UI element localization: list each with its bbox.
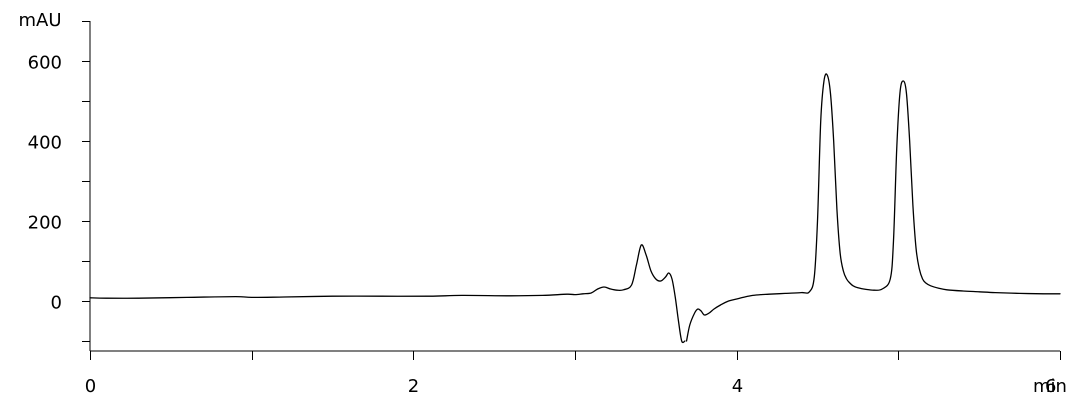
x-ticks: 0 2 4 6: [85, 351, 1061, 396]
y-ticks: 0 200 400 600: [28, 21, 90, 342]
y-tick-label: 400: [28, 133, 62, 154]
x-tick-label: 4: [732, 376, 743, 396]
y-tick-label: 200: [28, 213, 62, 234]
chromatogram-trace-segment-2: [685, 73, 1061, 342]
traces: [89, 73, 1061, 344]
x-tick-label: 0: [85, 376, 96, 396]
y-tick-label: 0: [51, 293, 62, 314]
x-axis-unit-label: min: [1033, 376, 1067, 396]
axes: mAU min: [18, 10, 1066, 396]
x-tick-label: 6: [1045, 376, 1056, 396]
x-tick-label: 2: [408, 376, 419, 396]
y-axis-unit-label: mAU: [18, 10, 61, 31]
y-tick-label: 600: [28, 53, 62, 74]
chromatogram-trace-segment-1: [89, 244, 686, 344]
